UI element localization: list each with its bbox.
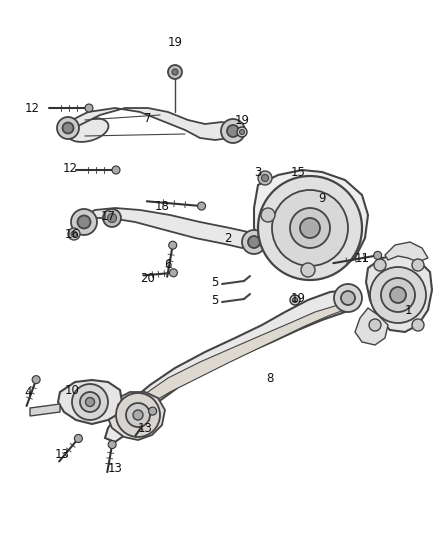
- Polygon shape: [118, 404, 145, 415]
- Text: 19: 19: [234, 114, 250, 126]
- Circle shape: [108, 441, 116, 449]
- Circle shape: [272, 190, 348, 266]
- Circle shape: [148, 407, 157, 415]
- Circle shape: [170, 269, 177, 277]
- Circle shape: [74, 434, 82, 442]
- Circle shape: [290, 295, 300, 305]
- Circle shape: [107, 214, 117, 222]
- Circle shape: [258, 171, 272, 185]
- Circle shape: [227, 125, 239, 137]
- Text: 16: 16: [64, 228, 80, 240]
- Polygon shape: [108, 392, 165, 440]
- Text: 10: 10: [64, 384, 79, 397]
- Text: 7: 7: [144, 111, 152, 125]
- Circle shape: [240, 130, 244, 134]
- Circle shape: [341, 291, 355, 305]
- Circle shape: [412, 319, 424, 331]
- Circle shape: [168, 65, 182, 79]
- Circle shape: [32, 376, 40, 384]
- Polygon shape: [105, 290, 358, 442]
- Circle shape: [261, 208, 275, 222]
- Circle shape: [221, 119, 245, 143]
- Text: 8: 8: [266, 372, 274, 384]
- Polygon shape: [115, 305, 344, 430]
- Circle shape: [85, 398, 95, 407]
- Text: 15: 15: [290, 166, 305, 179]
- Ellipse shape: [67, 118, 109, 142]
- Circle shape: [290, 208, 330, 248]
- Circle shape: [300, 218, 320, 238]
- Text: 13: 13: [55, 448, 70, 462]
- Polygon shape: [68, 108, 238, 140]
- Text: 17: 17: [100, 209, 116, 222]
- Circle shape: [103, 209, 121, 227]
- Circle shape: [237, 127, 247, 137]
- Text: 12: 12: [63, 161, 78, 174]
- Circle shape: [374, 252, 381, 260]
- Text: 5: 5: [211, 276, 219, 288]
- Circle shape: [369, 319, 381, 331]
- Text: 19: 19: [290, 292, 305, 304]
- Circle shape: [169, 241, 177, 249]
- Text: 6: 6: [164, 257, 172, 271]
- Text: 1: 1: [404, 303, 412, 317]
- Circle shape: [133, 410, 143, 420]
- Circle shape: [261, 174, 268, 182]
- Circle shape: [374, 259, 386, 271]
- Text: 18: 18: [155, 199, 170, 213]
- Text: 2: 2: [224, 231, 232, 245]
- Circle shape: [57, 117, 79, 139]
- Circle shape: [85, 104, 93, 112]
- Text: 3: 3: [254, 166, 261, 179]
- Text: 11: 11: [354, 252, 370, 264]
- Text: 12: 12: [25, 101, 39, 115]
- Circle shape: [72, 384, 108, 420]
- Circle shape: [71, 231, 77, 237]
- Polygon shape: [30, 404, 60, 416]
- Text: 13: 13: [138, 422, 152, 434]
- Circle shape: [172, 69, 178, 75]
- Circle shape: [248, 236, 260, 248]
- Circle shape: [198, 202, 205, 210]
- Polygon shape: [58, 380, 122, 424]
- Circle shape: [412, 259, 424, 271]
- Text: 9: 9: [318, 191, 326, 205]
- Circle shape: [68, 228, 80, 240]
- Circle shape: [301, 263, 315, 277]
- Polygon shape: [385, 242, 428, 262]
- Circle shape: [126, 403, 150, 427]
- Circle shape: [80, 392, 100, 412]
- Circle shape: [381, 278, 415, 312]
- Polygon shape: [254, 170, 368, 275]
- Text: 19: 19: [167, 36, 183, 49]
- Text: 5: 5: [211, 294, 219, 306]
- Text: 20: 20: [141, 271, 155, 285]
- Circle shape: [293, 297, 297, 303]
- Circle shape: [334, 284, 362, 312]
- Polygon shape: [78, 208, 258, 248]
- Circle shape: [78, 215, 91, 229]
- Circle shape: [258, 176, 362, 280]
- Text: 4: 4: [24, 385, 32, 399]
- Circle shape: [390, 287, 406, 303]
- Circle shape: [116, 393, 160, 437]
- Circle shape: [63, 123, 74, 133]
- Circle shape: [242, 230, 266, 254]
- Circle shape: [370, 267, 426, 323]
- Text: 13: 13: [108, 462, 123, 474]
- Polygon shape: [366, 255, 432, 332]
- Circle shape: [71, 209, 97, 235]
- Circle shape: [112, 166, 120, 174]
- Polygon shape: [355, 308, 388, 345]
